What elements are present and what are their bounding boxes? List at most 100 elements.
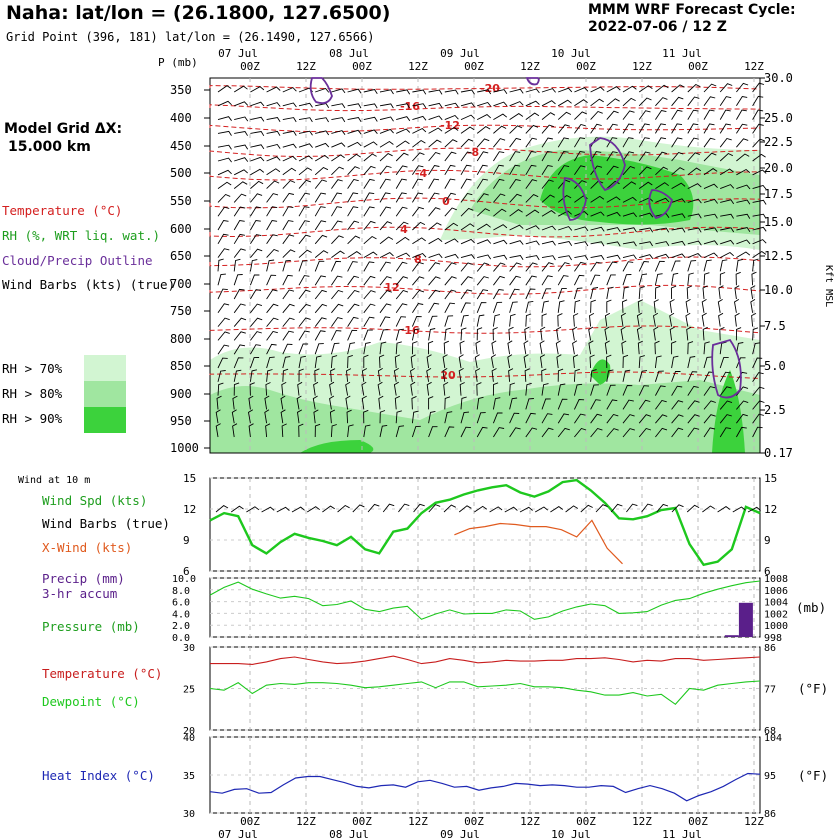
pressure-tick-label: 900: [170, 387, 192, 401]
wind-barb: [509, 262, 522, 272]
wind-barb: [703, 198, 718, 204]
wind-barb: [460, 411, 470, 424]
wind-barb: [638, 137, 650, 148]
wind-barb: [701, 312, 707, 327]
pressure-tick: 1000: [764, 621, 788, 632]
wind-barb: [752, 123, 764, 134]
wind-tick-left: 6: [183, 565, 190, 578]
wind-barb: [541, 137, 553, 148]
wind-barb: [331, 220, 343, 231]
wind-barb: [347, 275, 360, 286]
wind-barb: [493, 125, 507, 134]
wind-barb: [669, 312, 675, 327]
wind-barb: [719, 386, 732, 396]
wind-barb: [234, 131, 248, 136]
surface-wind-barb: [246, 506, 260, 513]
wind-barb: [250, 344, 261, 355]
wind-barb: [410, 381, 416, 396]
wind-barb: [395, 236, 410, 245]
wind-barb: [703, 168, 718, 176]
wind-barb: [266, 220, 278, 231]
p-axis-label: P (mb): [158, 56, 198, 69]
temp-tick-f: 68: [764, 726, 776, 737]
surface-wind-barb: [215, 505, 229, 513]
wind-barb: [331, 142, 346, 148]
wind-barb: [622, 137, 634, 148]
wind-barb: [558, 87, 573, 93]
wind-barb: [590, 98, 604, 107]
top-time-label: 12Z: [408, 60, 428, 73]
wind-barb: [687, 252, 702, 259]
wind-barb: [476, 223, 491, 231]
wind-barb: [217, 248, 230, 258]
wind-barb: [719, 272, 726, 286]
wind-barb: [509, 255, 524, 260]
wind-barb: [345, 395, 351, 410]
wind-barb: [217, 357, 228, 369]
wind-barb: [736, 239, 751, 245]
wind-barb: [476, 412, 486, 424]
wind-barb: [347, 316, 359, 327]
wind-barb: [266, 330, 278, 341]
wind-barb: [686, 285, 692, 300]
wind-barb: [459, 382, 465, 396]
wind-barb: [751, 312, 757, 327]
wind-barb: [653, 326, 659, 341]
wind-barb: [606, 241, 621, 247]
wind-barb: [558, 226, 573, 231]
surface-wind-barb: [276, 506, 290, 513]
legend-rh70: RH > 70%: [2, 361, 63, 376]
wind-barb: [313, 381, 319, 396]
wind-barb: [653, 299, 659, 313]
wind-barb: [476, 382, 482, 396]
height-unit-label: Kft MSL: [823, 265, 834, 307]
surface-wind-barb: [732, 506, 746, 513]
wind-barb: [296, 395, 302, 410]
wind-barb: [395, 410, 402, 424]
wind-barb: [312, 395, 318, 410]
wind-barb: [395, 276, 409, 286]
top-time-label: 12Z: [632, 60, 652, 73]
wind-barb: [443, 382, 449, 396]
wind-barb: [395, 206, 408, 217]
wind-barb: [363, 341, 371, 355]
wind-tick-right: 12: [764, 503, 777, 516]
wind-barb: [347, 235, 361, 245]
wind-barb: [686, 326, 692, 341]
wind-barb: [735, 271, 741, 286]
wind-barb: [314, 206, 326, 217]
wind-barb: [703, 123, 715, 134]
wind-barb: [671, 240, 686, 246]
surface-wind-barb: [230, 505, 244, 513]
wind-barb: [282, 234, 295, 245]
wind-speed-series: [209, 478, 761, 567]
wind-barb: [590, 413, 603, 424]
pressure-tick: 1002: [764, 609, 788, 620]
wind-barb: [655, 151, 668, 162]
wind-barb: [460, 396, 467, 410]
isotherm: [209, 124, 761, 133]
wind-barb: [329, 395, 335, 410]
wind-barb: [590, 241, 605, 247]
wind-barb: [719, 251, 734, 258]
wind-barb: [444, 426, 455, 438]
wind-barb: [314, 317, 327, 327]
wind-barb: [460, 126, 475, 134]
wind-barb: [572, 340, 578, 355]
surface-wind-barb: [367, 503, 380, 513]
wind-barb: [606, 428, 619, 438]
top-date-label: 07 Jul: [218, 47, 258, 60]
wind-barb: [330, 355, 338, 369]
surface-wind-barb: [413, 503, 425, 513]
wind-barb: [476, 164, 488, 176]
wind-barb: [412, 276, 425, 286]
pressure-tick: 1006: [764, 586, 788, 597]
surface-wind-barb: [580, 504, 593, 513]
wind-barb: [412, 302, 424, 314]
height-tick-label: 20.0: [764, 161, 793, 175]
wind-barb: [233, 357, 244, 369]
wind-barb: [361, 368, 368, 382]
wind-barb: [411, 425, 421, 438]
wind-barb: [687, 414, 700, 424]
wind-barb: [638, 355, 645, 369]
